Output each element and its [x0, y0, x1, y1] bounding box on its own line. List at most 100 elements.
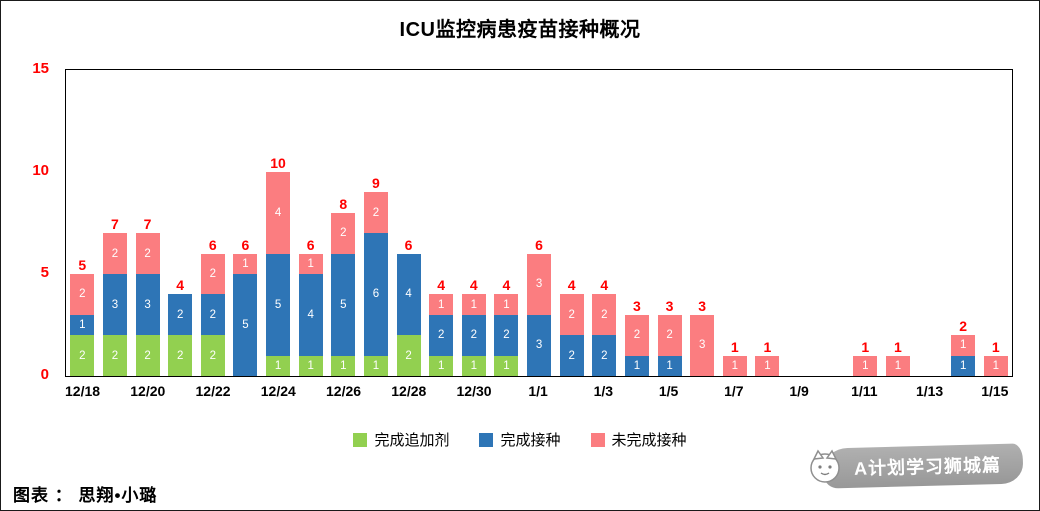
bar-total-label: 10: [270, 155, 286, 172]
bar-total-label: 6: [535, 236, 543, 253]
x-tick-label: 12/30: [456, 383, 492, 399]
bar-segment-vaccination-done: 2: [200, 294, 225, 336]
legend: 完成追加剂 完成接种 未完成接种: [1, 429, 1039, 450]
bar-segment-booster-done: 2: [70, 335, 95, 376]
legend-swatch: [353, 432, 368, 447]
bar-segment-not-completed: 1: [983, 355, 1008, 376]
bar-segment-vaccination-done: 2: [168, 294, 193, 336]
x-tick-label: [293, 383, 326, 399]
bar-segment-vaccination-done: 5: [233, 274, 258, 376]
bar-total-label: 6: [404, 236, 413, 253]
bar-segment-not-completed: 1: [722, 355, 747, 376]
x-tick-label: [881, 383, 914, 399]
bar-segment-vaccination-done: 1: [657, 355, 682, 376]
bar-segment-booster-done: 2: [396, 335, 421, 376]
bar-segment-booster-done: 1: [494, 355, 519, 376]
bar-segment-not-completed: 3: [690, 314, 715, 376]
bar-total-label: 3: [698, 297, 707, 314]
bar-segment-not-completed: 2: [135, 233, 160, 275]
bar-total-label: 1: [730, 338, 739, 355]
stacked-bar: 1: [853, 355, 878, 376]
bar-total-label: 5: [78, 257, 87, 274]
cat-logo-icon: [806, 447, 844, 485]
bar-group: [816, 70, 849, 376]
bar-group: [784, 70, 817, 376]
bar-total-label: 3: [633, 297, 641, 314]
x-tick-label: [946, 383, 979, 399]
bar-segment-not-completed: 3: [527, 253, 552, 315]
x-tick-label: 1/1: [528, 383, 548, 399]
x-tick-label: [359, 383, 392, 399]
bar-segment-not-completed: 1: [755, 355, 780, 376]
bar-segment-booster-done: 1: [461, 355, 486, 376]
legend-label: 完成接种: [500, 432, 561, 449]
bar-segment-booster-done: 2: [168, 335, 193, 376]
x-tick-label: 1/13: [915, 383, 944, 399]
y-tick-label: 5: [40, 264, 49, 281]
bar-total-label: 9: [372, 175, 380, 192]
bar-segment-vaccination-done: 4: [298, 274, 323, 356]
bar-total-label: 4: [600, 277, 609, 294]
bar-segment-booster-done: 2: [135, 335, 160, 376]
x-tick-label: 1/11: [851, 383, 878, 399]
legend-item: 完成接种: [479, 429, 561, 450]
y-tick-label: 10: [32, 162, 49, 179]
x-tick-label: [620, 383, 653, 399]
bar-segment-vaccination-done: 1: [70, 314, 95, 336]
x-tick-label: 1/3: [593, 383, 614, 399]
bar-segment-not-completed: 1: [461, 294, 486, 315]
bar-total-label: 4: [567, 277, 576, 294]
bar-segment-not-completed: 1: [233, 253, 258, 274]
bar-segment-not-completed: 1: [885, 355, 910, 376]
x-tick-label: [685, 383, 718, 399]
bar-total-label: 2: [959, 318, 968, 335]
plot-area: 5 2 1 2 7 2 3 2 7 2 3 2 4 2 2 6 2 2 2 6 5 1 10 1 5 4 6 1 4 1 8 1 5 2 9 1 6 2 6…: [65, 69, 1013, 377]
bar-segment-vaccination-done: 3: [135, 274, 160, 336]
bar-total-label: 8: [339, 195, 348, 212]
x-tick-label: 1/7: [724, 383, 744, 399]
x-tick-label: 12/20: [130, 383, 166, 399]
bar-total-label: 4: [176, 277, 185, 294]
bar-segment-not-completed: 2: [331, 212, 356, 254]
bar-segment-vaccination-done: 1: [624, 355, 649, 376]
bar-segment-not-completed: 2: [559, 294, 584, 336]
x-tick-label: [815, 383, 848, 399]
legend-item: 完成追加剂: [353, 429, 449, 450]
bar-segment-not-completed: 2: [363, 192, 388, 234]
bar-segment-vaccination-done: 2: [461, 314, 486, 356]
bar-segment-not-completed: 2: [102, 233, 127, 275]
bar-total-label: 6: [241, 236, 250, 253]
bar-segment-not-completed: 1: [298, 253, 323, 275]
x-tick-label: 1/15: [981, 383, 1009, 399]
x-tick-label: 1/5: [658, 383, 679, 399]
x-tick-label: 12/22: [195, 383, 231, 399]
bar-segment-vaccination-done: 6: [363, 233, 388, 356]
bar-segment-booster-done: 2: [102, 335, 127, 376]
bar-segment-not-completed: 4: [266, 172, 291, 254]
stacked-bar: 1: [755, 355, 780, 376]
